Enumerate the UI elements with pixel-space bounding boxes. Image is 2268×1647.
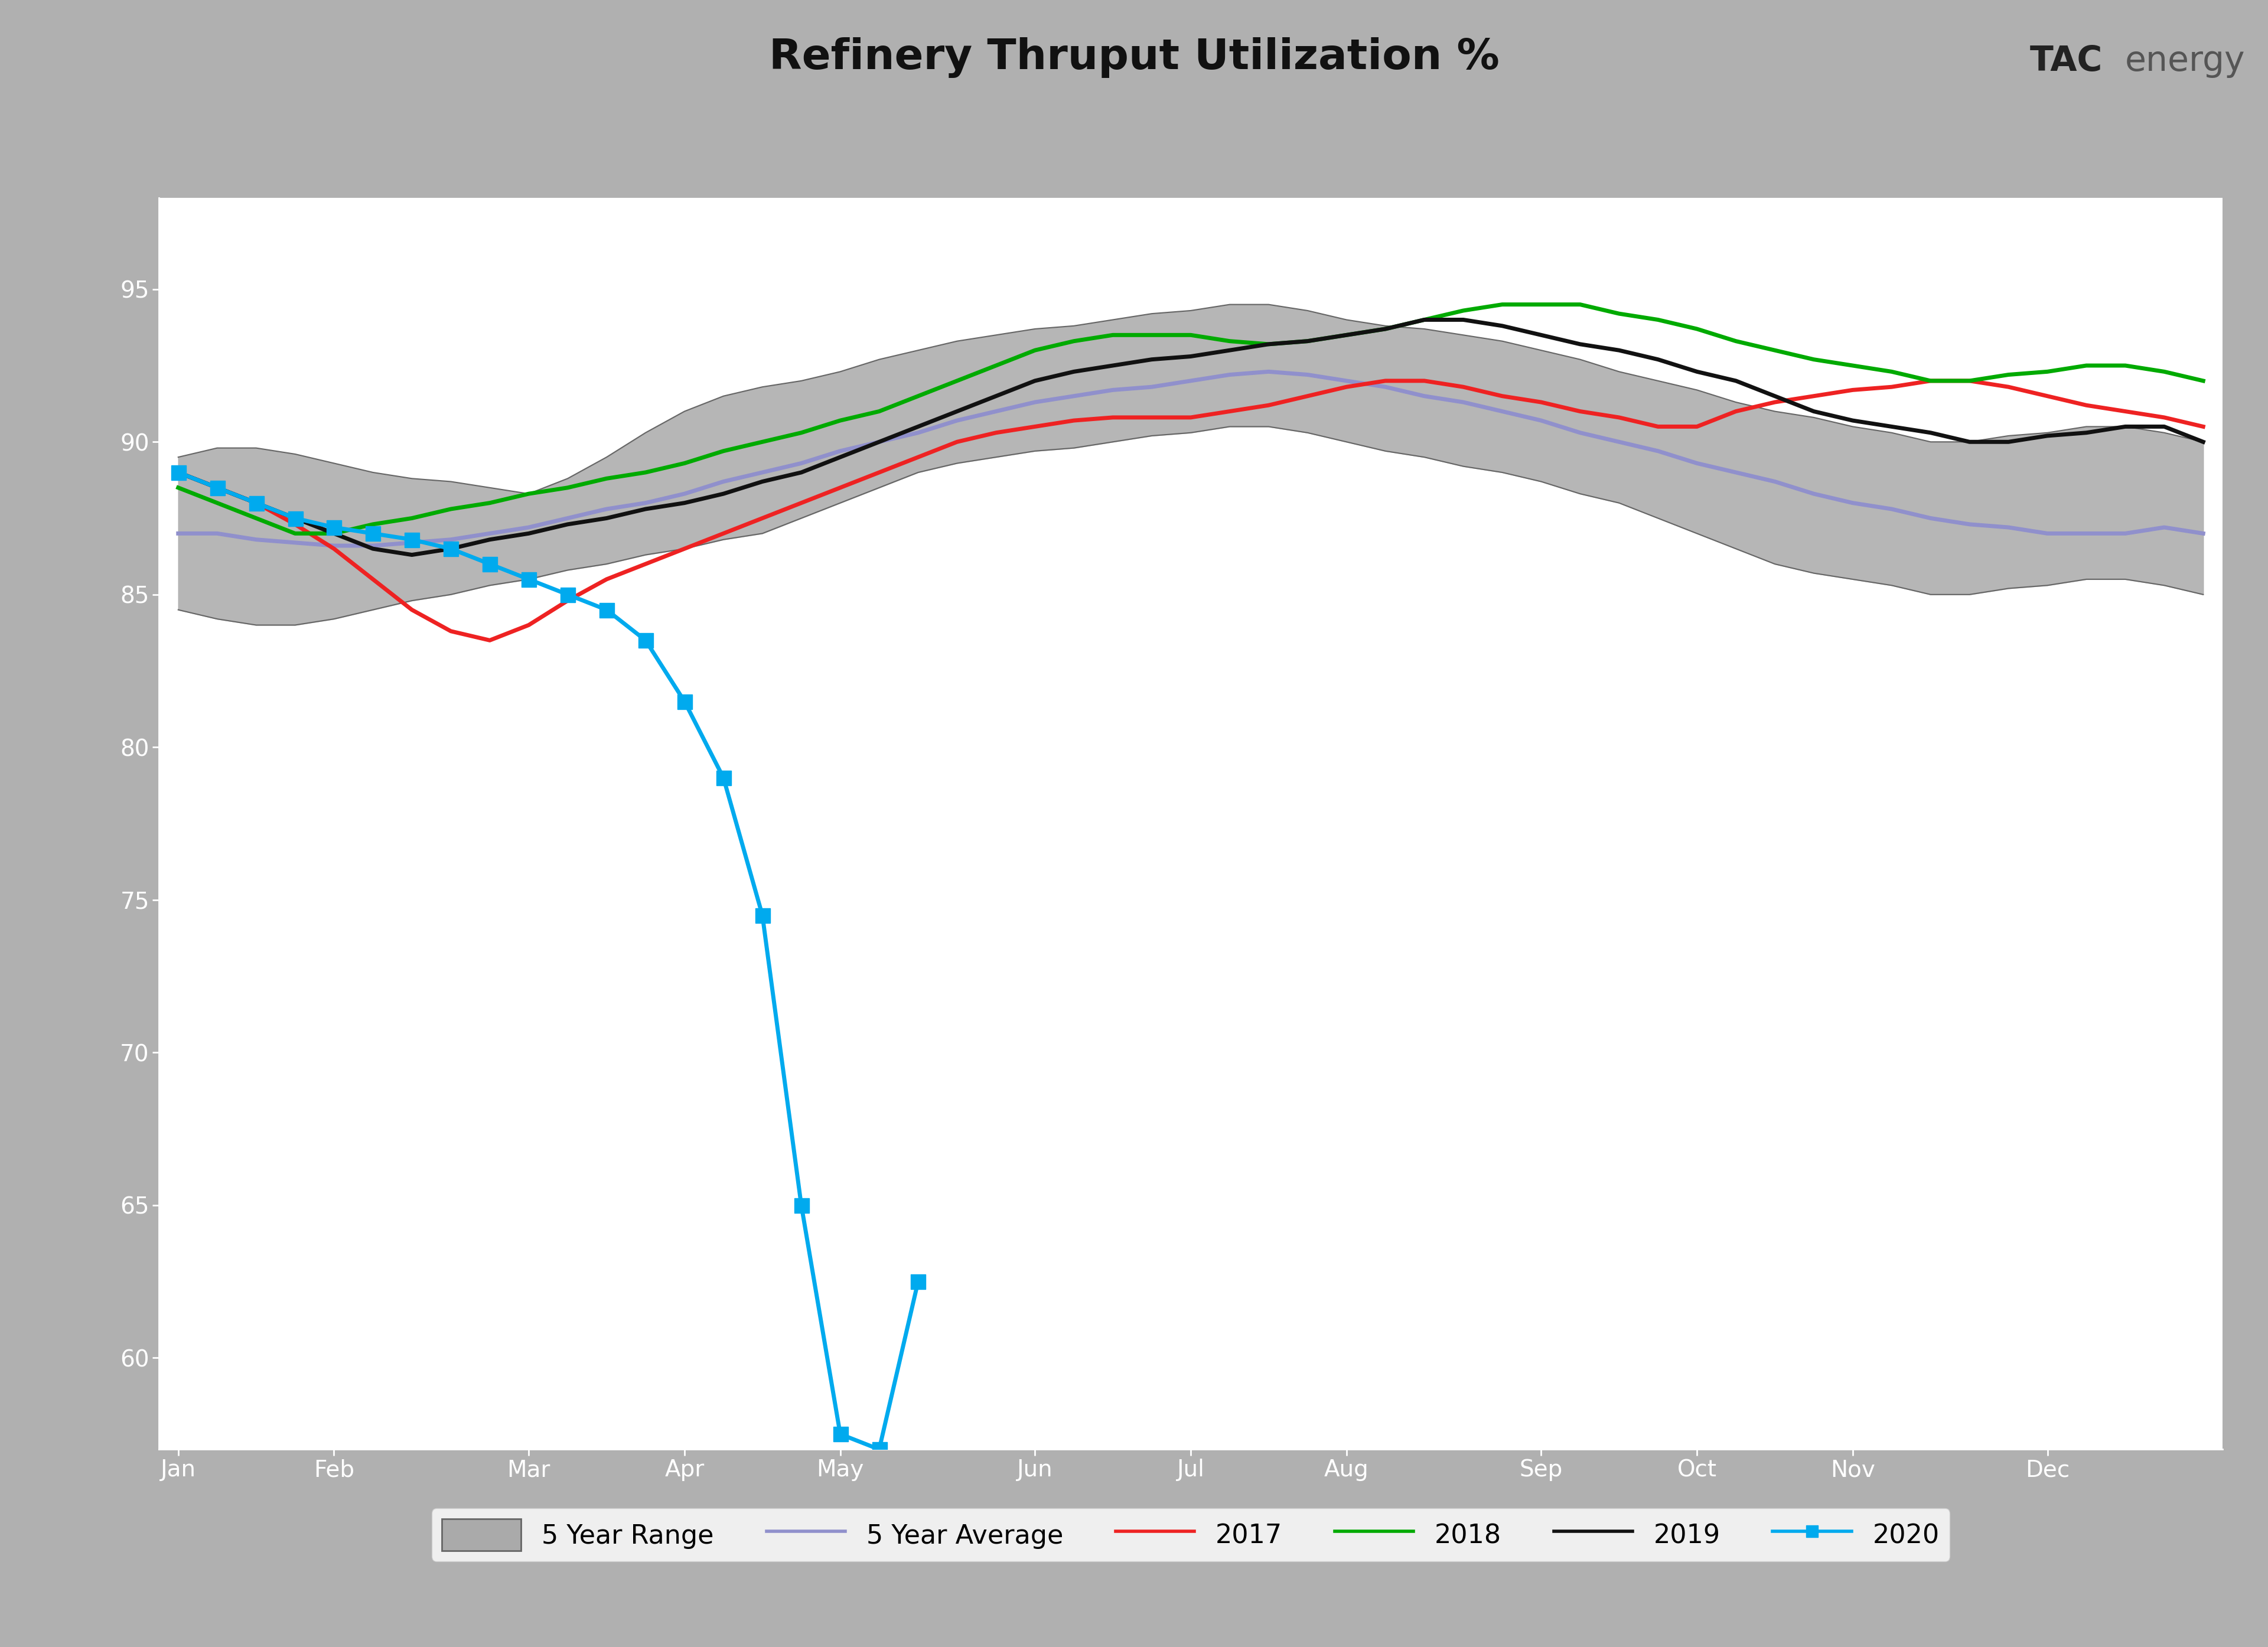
Text: energy: energy [2125,44,2245,77]
Text: TAC: TAC [2030,44,2102,77]
Text: Refinery Thruput Utilization %: Refinery Thruput Utilization % [769,38,1499,77]
Legend: 5 Year Range, 5 Year Average, 2017, 2018, 2019, 2020: 5 Year Range, 5 Year Average, 2017, 2018… [431,1509,1950,1561]
